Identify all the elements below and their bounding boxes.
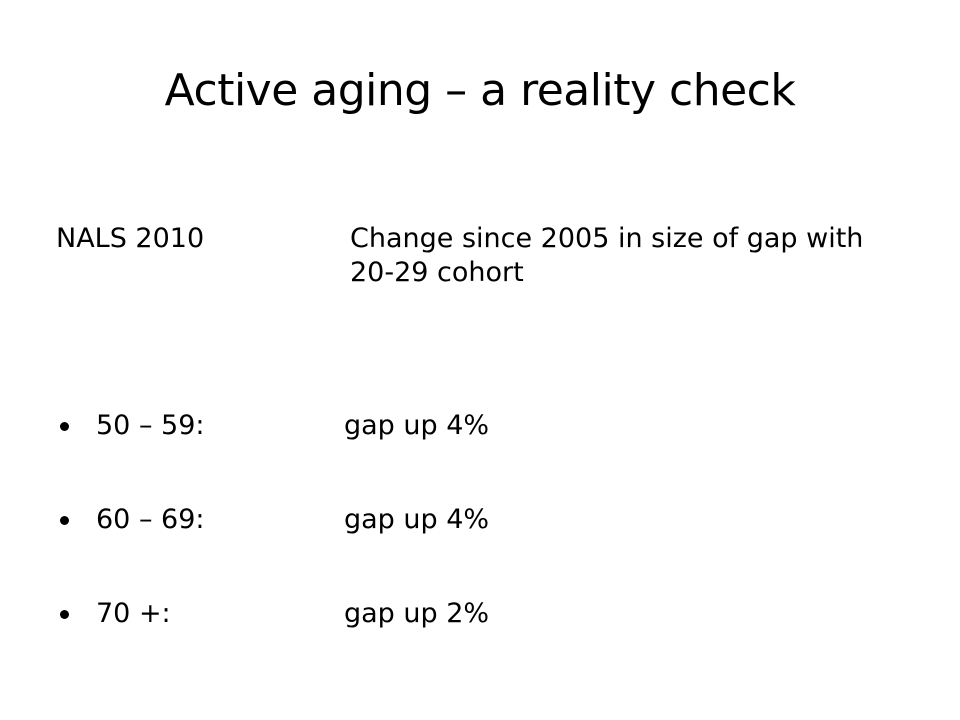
column-description: Change since 2005 in size of gap with 20… [350,223,864,288]
gap-change-value: gap up 4% [344,504,490,535]
gap-change-value: gap up 4% [344,410,490,441]
age-group-label: 50 – 59: [96,410,205,441]
slide-title: Active aging – a reality check [164,65,796,116]
survey-label: NALS 2010 [56,223,205,254]
bullet-icon [60,422,69,431]
bullet-icon [60,610,69,619]
age-group-label: 60 – 69: [96,504,205,535]
gap-change-value: gap up 2% [344,598,490,629]
age-group-label: 70 +: [96,598,171,629]
bullet-icon [60,516,69,525]
